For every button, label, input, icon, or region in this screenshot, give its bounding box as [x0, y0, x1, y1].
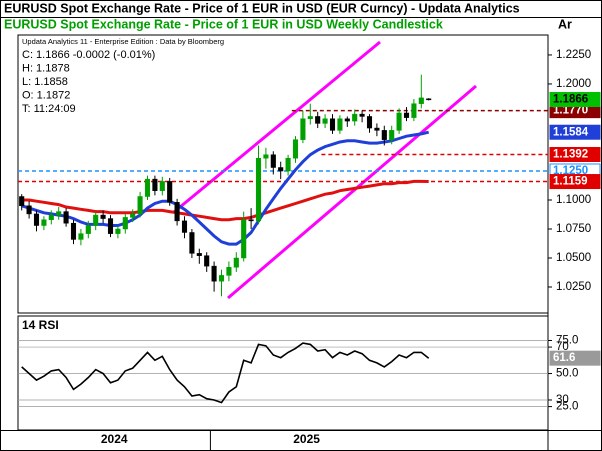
candle-body [359, 113, 365, 117]
candle-body [411, 103, 417, 118]
candle-body [93, 214, 99, 226]
candle-body [426, 98, 432, 101]
candle-body [418, 97, 424, 104]
candle-body [122, 217, 128, 230]
y-tick-label: 75.0 [556, 334, 578, 346]
candle-body [19, 196, 25, 207]
candle-body [137, 196, 143, 215]
y-tick-label: 25.0 [556, 401, 578, 413]
channel-upper [173, 40, 381, 214]
chart-title: EURUSD Spot Exchange Rate - Price of 1 E… [4, 17, 443, 31]
rsi-line [21, 342, 430, 404]
candle-body [255, 157, 262, 222]
x-tick-label: 2024 [101, 432, 128, 446]
x-tick-label: 2025 [293, 432, 320, 446]
candle-body [241, 219, 247, 259]
level-label: 1.1392 [553, 149, 588, 161]
level-label: 1.1250 [553, 165, 588, 177]
candle-body [167, 181, 173, 203]
info-line: O: 1.1872 [22, 89, 70, 101]
info-box: C: 1.1866 -0.0002 (-0.01%)H: 1.1878 L: 1.… [22, 49, 155, 115]
candle-body [26, 205, 32, 215]
candle-body [100, 214, 106, 219]
source: Updata Analytics 11 - Enterprise Edition… [22, 37, 224, 46]
last-price-label: 1.1866 [553, 94, 588, 106]
axis-header: Ar [558, 17, 572, 31]
candle-body [352, 113, 358, 122]
y-tick-label: 50.0 [556, 368, 578, 380]
candle-body [211, 265, 217, 282]
y-tick-label: 1.0500 [556, 252, 591, 264]
candle-body [366, 116, 373, 129]
candle-body [70, 222, 77, 240]
candle-body [181, 220, 188, 233]
candle-body [389, 130, 395, 140]
candle-body [278, 167, 284, 172]
info-line: H: 1.1878 [22, 62, 70, 74]
candle-body [204, 255, 210, 267]
candle-body [78, 233, 84, 240]
y-tick-label: 1.0750 [556, 223, 591, 235]
candle-body [270, 154, 276, 168]
candle-body [292, 139, 299, 159]
candle-body [63, 211, 69, 224]
y-tick-label: 70 [556, 341, 569, 353]
y-tick-label: 1.0250 [556, 281, 591, 293]
candle-body [130, 213, 136, 218]
candle-body [174, 202, 180, 222]
candle-body [396, 112, 402, 131]
rsi-title: 14 RSI [22, 318, 59, 332]
candle-body [381, 130, 387, 140]
candle-body [285, 157, 291, 172]
y-tick-label: 1.2250 [556, 49, 591, 61]
moving-average [21, 130, 430, 246]
ma-label-box [549, 124, 601, 140]
header-title: EURUSD Spot Exchange Rate - Price of 1 E… [4, 1, 520, 15]
rsi-label: 61.6 [553, 352, 575, 364]
candle-body [159, 181, 165, 191]
candle-body [144, 178, 151, 197]
candle-body [218, 275, 225, 282]
candle-body [152, 178, 158, 191]
candle-body [41, 219, 47, 226]
candle-body [337, 118, 343, 131]
candle-body [403, 112, 410, 118]
candle-body [307, 116, 313, 120]
candle-body [233, 257, 239, 268]
candle-body [48, 214, 54, 220]
candle-body [315, 116, 321, 124]
info-line: L: 1.1858 [22, 76, 68, 88]
level-label: 1.1770 [553, 105, 588, 117]
level-label-box [549, 147, 601, 163]
candle-body [248, 219, 254, 222]
candle-body [226, 267, 232, 276]
candle-body [263, 154, 269, 159]
last-price-label-box [549, 92, 601, 108]
moving-average [21, 179, 429, 222]
candle-body [85, 225, 91, 234]
y-tick-label: 30 [556, 394, 569, 406]
candle-body [344, 118, 350, 122]
level-label: 1.1159 [553, 176, 588, 188]
candle-body [329, 118, 336, 131]
rsi-label-box [549, 350, 601, 366]
candle-body [374, 127, 380, 131]
candle-body [115, 228, 121, 234]
candle-body [33, 213, 40, 226]
y-tick-label: 1.2000 [556, 78, 591, 90]
candle-body [300, 118, 306, 140]
channel-lower [227, 84, 477, 300]
candle-body [107, 218, 114, 234]
info-line: C: 1.1866 -0.0002 (-0.01%) [22, 49, 155, 61]
info-line: T: 11:24:09 [22, 103, 76, 115]
level-label-box [549, 174, 601, 190]
y-tick-label: 1.1000 [556, 194, 591, 206]
candle-body [56, 211, 62, 216]
candle-body [322, 118, 328, 124]
ma-label: 1.1584 [553, 126, 589, 138]
candle-body [196, 253, 202, 256]
candle-body [189, 232, 195, 254]
